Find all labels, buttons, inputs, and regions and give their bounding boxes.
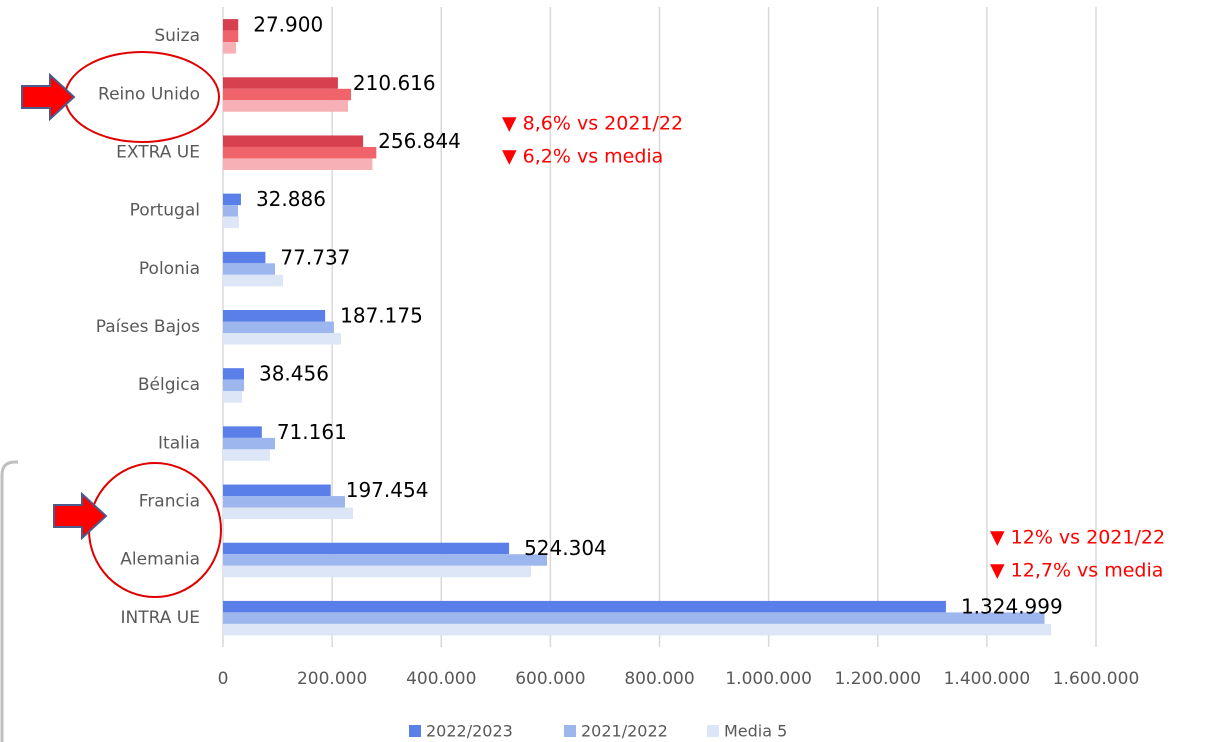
- side-panel-border: [0, 460, 18, 742]
- category-label: Portugal: [130, 201, 200, 221]
- bar: [223, 426, 262, 438]
- bar: [223, 263, 275, 275]
- bar: [223, 216, 239, 229]
- category-label: Polonia: [139, 259, 200, 279]
- category-label: Alemania: [120, 550, 200, 570]
- legend-label: Media 5: [724, 722, 787, 741]
- value-label: 38.456: [259, 362, 329, 386]
- value-label: 1.324.999: [961, 594, 1063, 618]
- x-tick-label: 800.000: [624, 669, 694, 689]
- bar: [223, 146, 377, 159]
- category-label: Países Bajos: [96, 317, 200, 337]
- bar: [223, 554, 547, 566]
- bar: [223, 158, 373, 170]
- legend-label: 2021/2022: [581, 722, 668, 741]
- bar: [223, 274, 284, 287]
- category-label: Suiza: [154, 26, 200, 46]
- bar: [223, 310, 326, 322]
- x-tick-label: 600.000: [515, 669, 585, 689]
- value-label: 71.161: [277, 420, 347, 444]
- bar: [223, 100, 349, 112]
- legend-swatch: [409, 725, 421, 737]
- bar: [223, 612, 1045, 624]
- x-tick-label: 1.400.000: [944, 669, 1031, 689]
- value-label: 32.886: [256, 187, 326, 211]
- bar: [223, 30, 239, 43]
- category-label: EXTRA UE: [116, 142, 200, 162]
- value-label: 210.616: [353, 71, 436, 95]
- x-tick-label: 1.600.000: [1053, 669, 1140, 689]
- bar: [223, 251, 266, 264]
- bar: [223, 379, 245, 392]
- annotation: ▼ 8,6% vs 2021/22: [502, 113, 683, 135]
- category-label: Francia: [139, 492, 200, 512]
- bar: [223, 19, 239, 31]
- bar: [223, 193, 241, 206]
- bar: [223, 77, 338, 89]
- bar: [223, 135, 364, 147]
- arrow: [53, 491, 108, 541]
- bar: [223, 484, 331, 497]
- bar: [223, 437, 275, 450]
- x-tick-label: 0: [218, 669, 229, 689]
- highlight-circle: [88, 462, 222, 598]
- bar: [223, 42, 236, 54]
- arrow: [21, 72, 76, 122]
- bar: [223, 542, 510, 555]
- value-label: 524.304: [524, 536, 607, 560]
- value-label: 77.737: [280, 245, 350, 269]
- bar: [223, 565, 532, 578]
- value-label: 256.844: [378, 129, 461, 153]
- bar: [223, 449, 270, 461]
- category-label: Italia: [158, 433, 200, 453]
- x-tick-label: 1.000.000: [725, 669, 812, 689]
- legend-swatch: [707, 725, 719, 737]
- value-label: 27.900: [253, 13, 323, 37]
- annotation: ▼ 12% vs 2021/22: [990, 527, 1165, 549]
- category-label: Reino Unido: [98, 84, 200, 104]
- bar: [223, 368, 244, 380]
- bar: [223, 205, 239, 217]
- annotation: ▼ 12,7% vs media: [990, 560, 1163, 582]
- bar: [223, 600, 946, 613]
- legend-swatch: [564, 725, 576, 737]
- bar: [223, 333, 342, 345]
- bar: [223, 321, 334, 333]
- x-tick-label: 400.000: [406, 669, 476, 689]
- bar: [223, 496, 346, 508]
- value-label: 187.175: [340, 304, 423, 328]
- annotation: ▼ 6,2% vs media: [502, 146, 663, 168]
- value-label: 197.454: [346, 478, 429, 502]
- legend-label: 2022/2023: [426, 722, 513, 741]
- bar: [223, 507, 354, 520]
- category-label: Bélgica: [138, 375, 200, 395]
- bar: [223, 391, 242, 403]
- x-tick-label: 200.000: [297, 669, 367, 689]
- category-label: INTRA UE: [121, 608, 200, 628]
- bar: [223, 88, 352, 101]
- x-tick-label: 1.200.000: [834, 669, 921, 689]
- bar: [223, 623, 1052, 636]
